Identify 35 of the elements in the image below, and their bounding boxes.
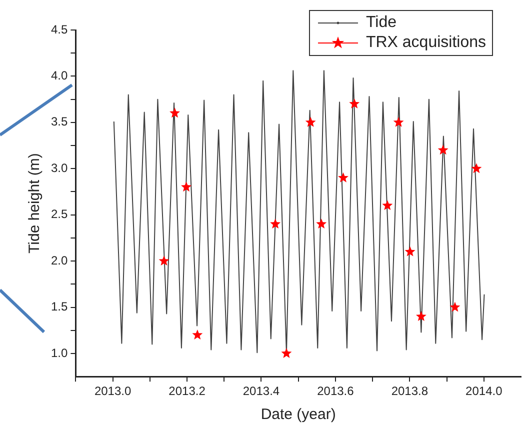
x-tick-label: 2013.8 xyxy=(391,384,428,398)
x-tick-label: 2013.2 xyxy=(168,384,206,398)
x-tick-label: 2014.0 xyxy=(466,384,503,398)
point xyxy=(316,218,327,229)
y-tick-label: 1.0 xyxy=(50,346,68,360)
point xyxy=(192,330,203,340)
point xyxy=(305,116,316,127)
x-axis-title: Date (year) xyxy=(260,406,336,424)
y-tick-label: 3.5 xyxy=(50,114,68,129)
point xyxy=(170,108,180,118)
point xyxy=(181,182,192,192)
y-tick-label: 2.0 xyxy=(50,253,68,268)
point xyxy=(416,311,426,321)
point xyxy=(450,302,460,312)
y-tick-label: 3.0 xyxy=(50,160,68,175)
point xyxy=(338,172,348,182)
x-tick-label: 2013.4 xyxy=(242,384,280,398)
point xyxy=(438,144,448,155)
legend-label: Tide xyxy=(366,13,396,33)
point xyxy=(158,256,170,266)
y-tick-label: 2.5 xyxy=(50,207,68,222)
y-tick-label: 4.0 xyxy=(50,68,68,83)
x-tick-label: 2013.0 xyxy=(94,384,132,398)
point xyxy=(393,116,404,127)
point xyxy=(382,200,393,210)
point xyxy=(281,348,292,358)
point xyxy=(471,163,482,174)
point xyxy=(404,246,416,256)
y-tick-label: 4.5 xyxy=(50,22,68,36)
legend-label: TRX acquisitions xyxy=(366,33,486,53)
point xyxy=(349,98,360,108)
y-tick-label: 1.5 xyxy=(50,300,68,314)
point xyxy=(270,218,281,229)
y-axis-title: Tide height (m) xyxy=(26,153,44,254)
x-tick-label: 2013.6 xyxy=(317,384,354,398)
